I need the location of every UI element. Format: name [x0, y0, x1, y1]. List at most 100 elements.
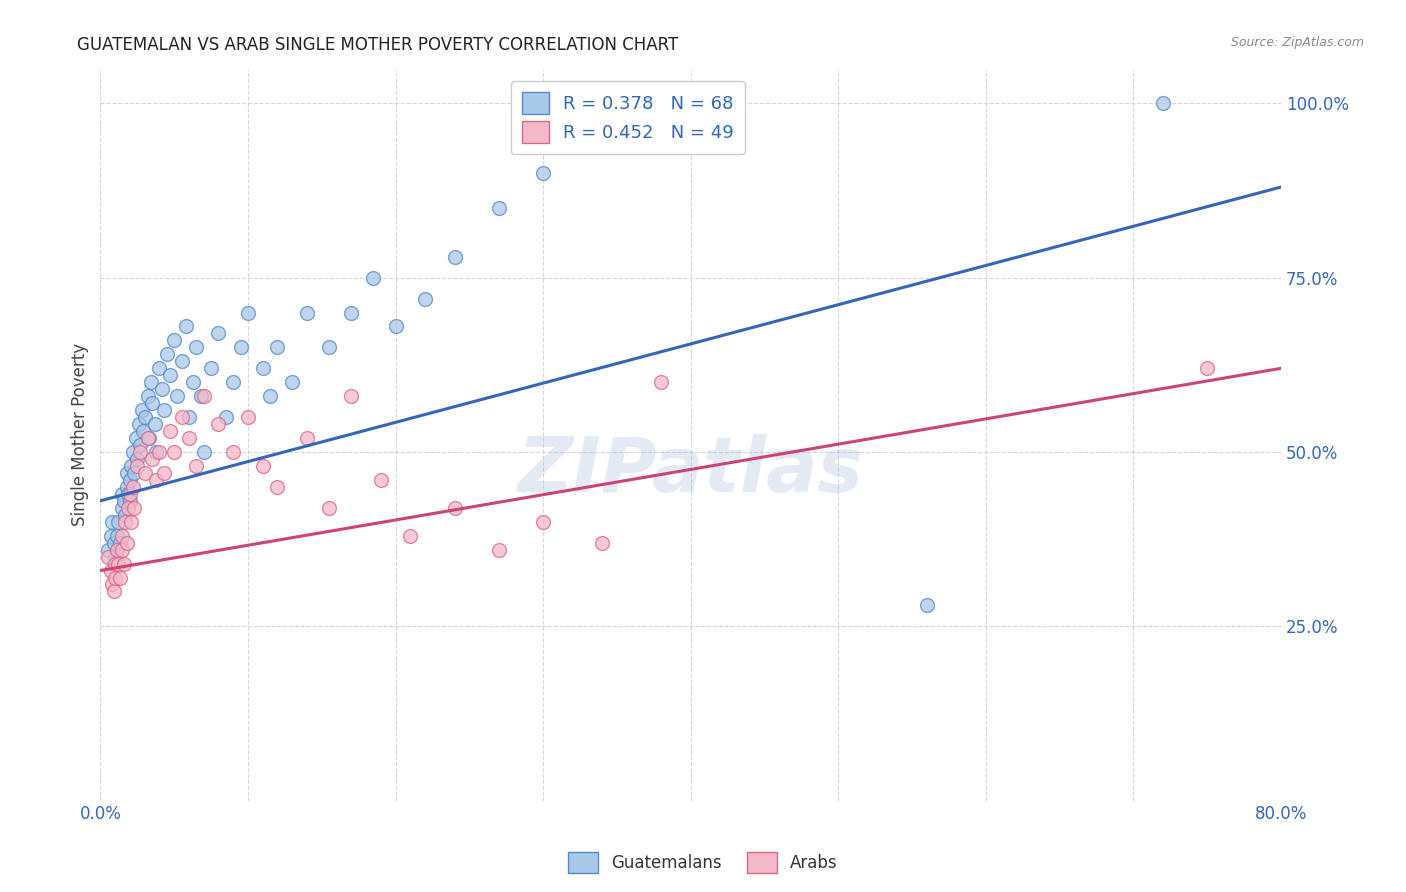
Point [363, 270, 385, 285]
Point [111, 542, 134, 557]
Point [120, 458, 142, 473]
Text: Source: ZipAtlas.com: Source: ZipAtlas.com [1230, 36, 1364, 49]
Point [148, 445, 170, 459]
Point [340, 389, 363, 403]
Point [101, 577, 124, 591]
Point [118, 473, 141, 487]
Point [105, 542, 128, 557]
Point [266, 340, 288, 354]
Point [163, 445, 186, 459]
Point [125, 431, 148, 445]
Point [100, 564, 122, 578]
Point [100, 529, 122, 543]
Point [105, 529, 128, 543]
Legend: Guatemalans, Arabs: Guatemalans, Arabs [561, 846, 845, 880]
Point [177, 410, 200, 425]
Point [136, 389, 159, 403]
Point [145, 473, 167, 487]
Point [190, 389, 212, 403]
Point [107, 515, 129, 529]
Point [207, 417, 229, 431]
Point [121, 445, 143, 459]
Point [295, 305, 318, 319]
Point [101, 515, 124, 529]
Point [318, 340, 340, 354]
Point [159, 424, 181, 438]
Point [915, 599, 938, 613]
Point [138, 431, 160, 445]
Point [295, 431, 318, 445]
Point [114, 508, 136, 522]
Point [132, 424, 155, 438]
Point [222, 445, 245, 459]
Point [215, 410, 238, 425]
Point [107, 557, 129, 571]
Point [170, 410, 193, 425]
Point [399, 529, 422, 543]
Point [111, 529, 134, 543]
Point [115, 480, 138, 494]
Point [112, 557, 135, 571]
Point [108, 570, 131, 584]
Point [488, 542, 510, 557]
Point [139, 376, 162, 390]
Point [104, 549, 127, 564]
Point [118, 493, 141, 508]
Point [443, 500, 465, 515]
Point [193, 445, 215, 459]
Point [143, 417, 166, 431]
Point [413, 292, 436, 306]
Point [120, 515, 142, 529]
Point [124, 500, 146, 515]
Point [174, 319, 197, 334]
Point [153, 403, 176, 417]
Point [384, 319, 406, 334]
Point [166, 389, 188, 403]
Point [117, 500, 139, 515]
Point [141, 452, 163, 467]
Point [104, 570, 127, 584]
Point [591, 535, 613, 549]
Point [103, 584, 125, 599]
Point [118, 487, 141, 501]
Point [236, 305, 259, 319]
Point [531, 515, 554, 529]
Point [111, 487, 134, 501]
Point [252, 458, 274, 473]
Point [97, 549, 120, 564]
Point [259, 389, 281, 403]
Point [112, 493, 135, 508]
Legend: R = 0.378   N = 68, R = 0.452   N = 49: R = 0.378 N = 68, R = 0.452 N = 49 [510, 81, 745, 154]
Point [186, 340, 208, 354]
Point [115, 466, 138, 480]
Point [531, 166, 554, 180]
Point [236, 410, 259, 425]
Y-axis label: Single Mother Poverty: Single Mother Poverty [72, 343, 89, 526]
Point [200, 361, 222, 376]
Point [153, 466, 176, 480]
Point [1197, 361, 1219, 376]
Point [134, 466, 156, 480]
Text: GUATEMALAN VS ARAB SINGLE MOTHER POVERTY CORRELATION CHART: GUATEMALAN VS ARAB SINGLE MOTHER POVERTY… [77, 36, 679, 54]
Point [156, 347, 179, 361]
Point [488, 201, 510, 215]
Point [170, 354, 193, 368]
Point [124, 466, 146, 480]
Point [103, 535, 125, 549]
Point [134, 410, 156, 425]
Point [114, 515, 136, 529]
Point [177, 431, 200, 445]
Point [193, 389, 215, 403]
Point [129, 445, 152, 459]
Point [141, 396, 163, 410]
Point [104, 557, 127, 571]
Point [318, 500, 340, 515]
Point [229, 340, 252, 354]
Point [117, 487, 139, 501]
Point [145, 445, 167, 459]
Point [222, 376, 245, 390]
Point [121, 480, 143, 494]
Point [340, 305, 363, 319]
Point [370, 473, 392, 487]
Text: ZIPatlas: ZIPatlas [517, 434, 863, 508]
